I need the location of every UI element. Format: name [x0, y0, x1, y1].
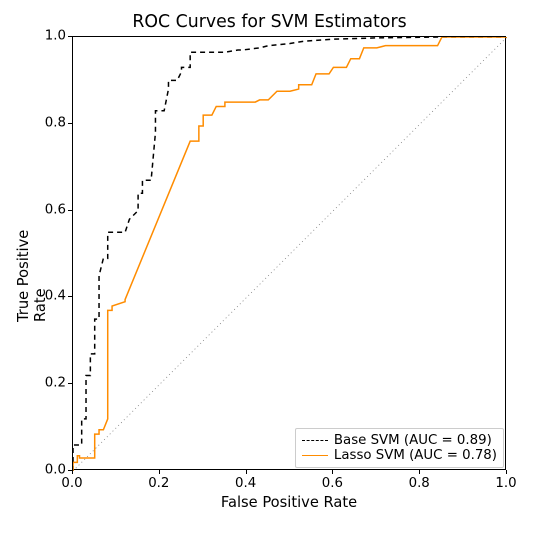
- legend-swatch: [302, 455, 328, 456]
- x-tick: [506, 470, 507, 474]
- x-tick-label: 0.2: [148, 476, 169, 491]
- x-tick-label: 0.8: [409, 476, 430, 491]
- roc-figure: ROC Curves for SVM Estimators True Posit…: [0, 0, 539, 545]
- diagonal-reference-line: [73, 37, 507, 471]
- x-tick: [419, 470, 420, 474]
- x-tick: [159, 470, 160, 474]
- y-tick-label: 0.4: [36, 289, 66, 304]
- legend-label: Base SVM (AUC = 0.89): [334, 433, 492, 448]
- legend-entry: Lasso SVM (AUC = 0.78): [302, 448, 497, 463]
- x-tick-label: 0.0: [61, 476, 82, 491]
- x-axis-label: False Positive Rate: [72, 494, 506, 511]
- chart-title: ROC Curves for SVM Estimators: [0, 12, 539, 32]
- x-tick-label: 1.0: [495, 476, 516, 491]
- x-tick-label: 0.4: [235, 476, 256, 491]
- legend: Base SVM (AUC = 0.89)Lasso SVM (AUC = 0.…: [295, 428, 504, 468]
- plot-area: Base SVM (AUC = 0.89)Lasso SVM (AUC = 0.…: [72, 36, 506, 470]
- legend-label: Lasso SVM (AUC = 0.78): [334, 448, 497, 463]
- plot-svg: [73, 37, 507, 471]
- x-tick: [332, 470, 333, 474]
- y-tick-label: 0.2: [36, 376, 66, 391]
- y-tick: [68, 210, 72, 211]
- y-tick: [68, 123, 72, 124]
- y-tick-label: 0.8: [36, 115, 66, 130]
- y-tick: [68, 470, 72, 471]
- legend-swatch: [302, 440, 328, 441]
- legend-entry: Base SVM (AUC = 0.89): [302, 433, 497, 448]
- y-tick: [68, 36, 72, 37]
- y-axis-label: True Positive Rate: [15, 202, 49, 322]
- y-tick-label: 1.0: [36, 29, 66, 44]
- y-tick-label: 0.6: [36, 202, 66, 217]
- y-tick: [68, 383, 72, 384]
- x-tick: [246, 470, 247, 474]
- y-tick: [68, 296, 72, 297]
- x-tick-label: 0.6: [322, 476, 343, 491]
- y-tick-label: 0.0: [36, 463, 66, 478]
- x-tick: [72, 470, 73, 474]
